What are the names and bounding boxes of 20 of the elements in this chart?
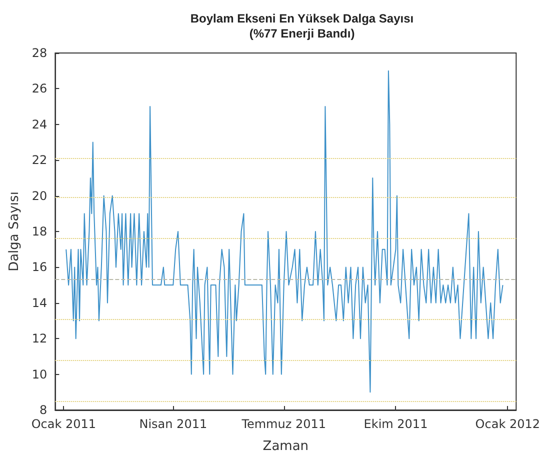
- x-tick-label: Ocak 2011: [31, 417, 96, 431]
- y-tick-label: 22: [32, 153, 48, 168]
- y-tick-label: 26: [32, 82, 48, 96]
- y-tick-label: 8: [40, 403, 48, 417]
- x-tick-label: Ekim 2011: [364, 417, 428, 431]
- y-tick-label: 24: [32, 117, 48, 132]
- y-axis-title: Dalga Sayısı: [7, 192, 22, 272]
- x-axis-title: Zaman: [262, 439, 309, 454]
- y-tick-label: 20: [32, 188, 48, 203]
- x-tick-label: Nisan 2011: [139, 417, 208, 431]
- y-tick-label: 28: [32, 46, 48, 60]
- x-tick-label: Temmuz 2011: [240, 417, 326, 431]
- y-tick-label: 14: [32, 296, 48, 310]
- line-series: [66, 70, 504, 393]
- y-tick-label: 18: [32, 224, 48, 238]
- y-tick-label: 12: [32, 332, 48, 346]
- x-tick-label: Ocak 2012: [475, 417, 540, 431]
- y-tick-label: 16: [32, 260, 48, 274]
- chart-title: Boylam Ekseni En Yüksek Dalga Sayısı (%77 Enerji Bandı): [190, 12, 414, 40]
- y-tick-label: 10: [32, 367, 48, 382]
